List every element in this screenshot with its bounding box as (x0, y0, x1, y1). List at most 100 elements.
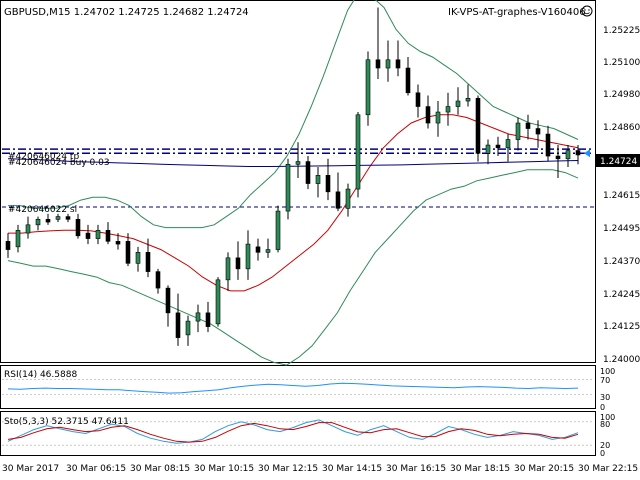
candle-body (305, 161, 311, 184)
candle-body (225, 257, 231, 281)
price-tick: 1.24125 (603, 322, 640, 332)
candle-body (345, 188, 351, 209)
rsi-axis-tick: 30 (600, 393, 610, 402)
candle-body (455, 100, 461, 107)
price-tick: 1.24860 (603, 123, 640, 133)
current-price-badge (596, 154, 640, 167)
bollinger-upper-band (8, 0, 579, 229)
stochastic-indicator-layer (2, 419, 594, 446)
order-label-sl: #420646022 sl (8, 205, 77, 215)
candle-body (435, 111, 441, 124)
stoch-signal-line (7, 422, 579, 443)
stoch-axis-tick: 100 (600, 413, 615, 422)
candle-body (45, 219, 51, 223)
candle-body (165, 287, 171, 314)
candle-body (485, 144, 491, 154)
candle-body (5, 241, 11, 250)
candle-body (275, 210, 281, 250)
time-tick: 30 Mar 2017 (2, 464, 59, 474)
candle-body (95, 230, 101, 239)
candle-body (575, 150, 581, 156)
candle-body (255, 246, 261, 253)
candle-body (145, 252, 151, 272)
rsi-axis-tick: 100 (600, 367, 615, 376)
time-tick: 30 Mar 18:15 (450, 464, 510, 474)
stoch-axis-tick: 0 (600, 449, 605, 458)
candle-body (265, 249, 271, 253)
candle-body (35, 219, 41, 226)
smiley-face-icon[interactable] (581, 5, 593, 17)
candle-body (15, 230, 21, 248)
trade-arrow-icon (584, 149, 590, 158)
candle-body (325, 175, 331, 193)
candle-body (515, 122, 521, 140)
candle-body (535, 128, 541, 135)
candle-body (425, 106, 431, 124)
candle-body (125, 241, 131, 264)
time-tick: 30 Mar 22:15 (578, 464, 638, 474)
candle-body (565, 150, 571, 160)
candle-body (415, 92, 421, 107)
candle-body (525, 122, 531, 129)
candle-body (215, 279, 221, 325)
rsi-indicator-layer (2, 379, 594, 395)
candle-body (465, 97, 471, 102)
candle-body (85, 232, 91, 239)
candle-body (175, 312, 181, 338)
price-tick: 1.24000 (603, 355, 640, 365)
candle-body (285, 164, 291, 212)
candle-body (295, 161, 301, 165)
symbol-info: GBPUSD,M15 1.24702 1.24725 1.24682 1.247… (4, 7, 249, 18)
candle-body (315, 175, 321, 184)
stoch-axis-tick: 80 (600, 420, 610, 429)
candle-body (385, 59, 391, 69)
price-tick: 1.24245 (603, 290, 640, 300)
price-tick: 1.24370 (603, 257, 640, 267)
candle-body (55, 216, 61, 220)
stoch-label: Sto(5,3,3) 52.3715 47.6411 (4, 417, 129, 427)
candle-body (405, 67, 411, 94)
candle-body (555, 155, 561, 160)
candle-body (545, 133, 551, 157)
bollinger-lower-band (7, 169, 579, 366)
candle-body (505, 139, 511, 149)
price-tick: 1.24495 (603, 224, 640, 234)
time-tick: 30 Mar 06:15 (66, 464, 126, 474)
price-chart-layer (2, 0, 594, 366)
candle-body (75, 219, 81, 237)
rsi-axis-tick: 70 (600, 376, 610, 385)
candle-body (245, 243, 251, 270)
time-tick: 30 Mar 14:15 (322, 464, 382, 474)
order-label-buy: #420646024 buy 0.03 (8, 158, 110, 168)
candle-body (475, 97, 481, 154)
candle-body (235, 257, 241, 270)
rsi-line (7, 382, 579, 394)
candle-body (375, 59, 381, 69)
candle-body (195, 312, 201, 322)
price-tick: 1.25100 (603, 58, 640, 68)
candle-body (365, 59, 371, 116)
stoch-main-line (7, 419, 579, 444)
rsi-label: RSI(14) 46.5888 (4, 370, 77, 380)
candle-body (205, 312, 211, 327)
current-price-label: 1.24724 (600, 157, 637, 167)
candle-body (115, 241, 121, 245)
candle-body (25, 224, 31, 234)
time-tick: 30 Mar 12:15 (258, 464, 318, 474)
candle-body (395, 59, 401, 69)
order-label-tp: #420646024 tp (8, 152, 79, 162)
time-tick: 30 Mar 16:15 (386, 464, 446, 474)
price-tick: 1.24615 (603, 191, 640, 201)
candle-body (335, 191, 341, 209)
time-tick: 30 Mar 20:15 (514, 464, 574, 474)
price-tick: 1.24980 (603, 90, 640, 100)
stoch-axis-tick: 20 (600, 441, 610, 450)
time-tick: 30 Mar 10:15 (194, 464, 254, 474)
moving-average-slow (7, 158, 579, 167)
candle-body (445, 106, 451, 113)
candle-body (185, 320, 191, 336)
candle-body (355, 114, 361, 190)
candle-body (495, 144, 501, 149)
candle-body (155, 271, 161, 289)
